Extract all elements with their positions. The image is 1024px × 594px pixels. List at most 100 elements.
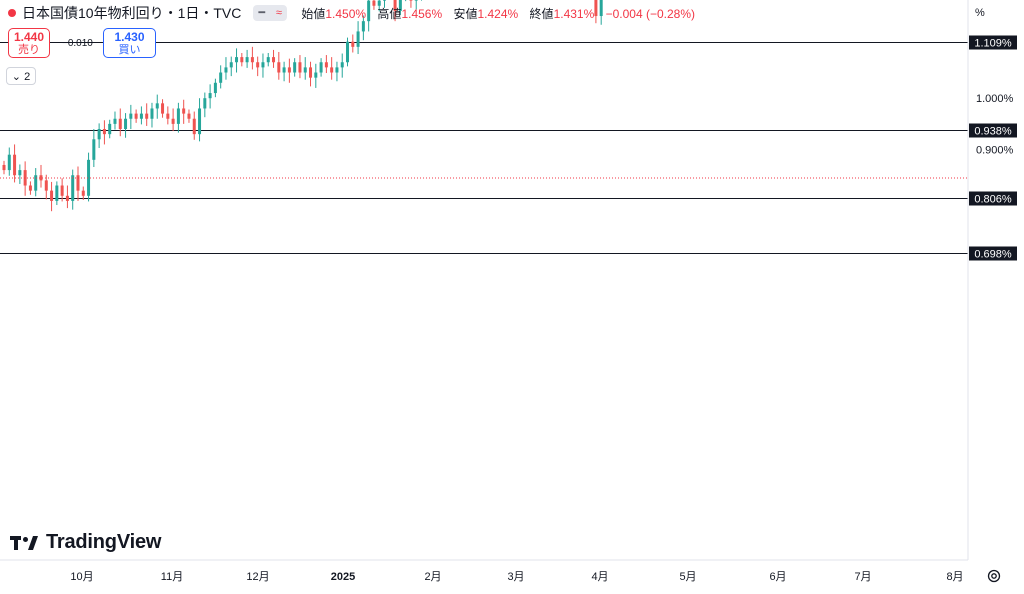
candle-body (229, 62, 233, 68)
candle-body (213, 82, 217, 94)
sell-label: 売り (18, 44, 40, 56)
candle-body (377, 0, 381, 6)
candle-body (76, 175, 80, 191)
candle-body (34, 175, 38, 191)
candle-body (303, 67, 307, 73)
candle-body (235, 57, 239, 63)
x-tick-label: 4月 (591, 571, 608, 583)
candle-body (150, 108, 154, 119)
candle-body (87, 159, 91, 196)
candle-body (599, 0, 603, 17)
x-tick-label: 5月 (679, 571, 696, 583)
open-value: 1.450% (325, 6, 367, 21)
candle-body (356, 31, 360, 47)
candle-body (240, 57, 244, 63)
tradingview-logo-icon (10, 535, 38, 550)
x-tick-label: 8月 (946, 571, 963, 583)
high-value: 1.456% (401, 6, 443, 21)
candle-body (346, 41, 350, 63)
candle-body (198, 108, 202, 135)
candle-body (55, 185, 59, 201)
market-status-icon (8, 9, 16, 17)
candle-body (219, 72, 223, 83)
candle-body (287, 67, 291, 73)
compare-wave-icon[interactable]: ≈ (270, 5, 288, 21)
candle-body (171, 118, 175, 124)
y-tick-label: 0.900% (976, 145, 1014, 157)
candle-body (335, 67, 339, 73)
ohlc-readout: 始値1.450% 高値1.456% 安値1.424% 終値1.431% −0.0… (301, 5, 695, 22)
candle-body (319, 62, 323, 73)
y-tick-label: 1.000% (976, 93, 1014, 105)
symbol-title[interactable]: 日本国債10年物利回り・1日・TVC (22, 5, 242, 21)
change-value: −0.004 (−0.28%) (605, 6, 696, 21)
candle-body (124, 118, 128, 130)
candle-body (340, 62, 344, 68)
candle-body (245, 57, 249, 63)
candle-body (224, 67, 228, 73)
candle-body (250, 57, 254, 63)
candle-body (71, 175, 75, 201)
candle-body (182, 108, 186, 114)
candle-body (594, 0, 598, 17)
x-tick-label: 11月 (161, 571, 183, 583)
candle-body (393, 0, 397, 11)
candle-body (208, 93, 212, 99)
line-price-badge (969, 35, 1017, 50)
line-price-label: 0.938% (974, 126, 1012, 138)
line-price-label: 0.698% (974, 249, 1012, 261)
candle-body (261, 62, 265, 68)
candle-body (187, 113, 191, 119)
candle-body (409, 0, 413, 1)
tradingview-logo[interactable]: TradingView (10, 531, 161, 554)
sell-button[interactable]: 1.440 売り (8, 28, 50, 58)
settings-gear-icon[interactable] (986, 568, 1002, 584)
candle-body (309, 67, 313, 78)
close-label: 終値 (529, 6, 554, 21)
candle-body (134, 113, 138, 119)
close-value: 1.431% (553, 6, 595, 21)
candle-body (18, 170, 22, 176)
sell-price: 1.440 (13, 30, 45, 44)
price-unit-label: % (975, 7, 985, 19)
candle-body (166, 113, 170, 119)
open-label: 始値 (301, 6, 326, 21)
candle-body (92, 139, 96, 160)
buy-button[interactable]: 1.430 買い (103, 28, 156, 58)
candle-body (39, 175, 43, 181)
candle-body (113, 118, 117, 124)
x-tick-label: 12月 (246, 571, 269, 583)
indicators-collapse-button[interactable]: ⌄ 2 (6, 67, 36, 85)
candle-body (361, 21, 365, 32)
tradingview-logo-text: TradingView (46, 531, 162, 553)
line-price-label: 1.109% (974, 38, 1012, 50)
candle-body (383, 0, 387, 1)
candle-body (176, 108, 180, 124)
candle-body (129, 113, 133, 119)
chart-mode-toggle[interactable]: ━ ≈ (253, 5, 288, 21)
candle-body (161, 103, 165, 114)
candle-body (372, 0, 376, 6)
line-price-badge (969, 246, 1017, 261)
high-label: 高値 (377, 6, 402, 21)
line-price-label: 0.806% (974, 194, 1012, 206)
minus-icon[interactable]: ━ (253, 5, 271, 21)
candle-body (28, 185, 32, 191)
candle-body (139, 113, 143, 119)
candle-body (203, 98, 207, 109)
candle-body (13, 154, 17, 176)
chevron-down-icon: ⌄ (11, 71, 22, 83)
candle-body (102, 129, 106, 135)
buy-label: 買い (118, 44, 141, 56)
line-price-badge (969, 123, 1017, 138)
x-tick-label: 7月 (854, 571, 871, 583)
candle-body (293, 62, 297, 73)
candle-body (414, 0, 418, 1)
candle-body (298, 62, 302, 73)
line-price-badge (969, 191, 1017, 206)
candle-body (97, 129, 101, 140)
candle-body (50, 190, 54, 201)
candle-body (44, 180, 48, 191)
x-tick-label: 2月 (424, 571, 441, 583)
